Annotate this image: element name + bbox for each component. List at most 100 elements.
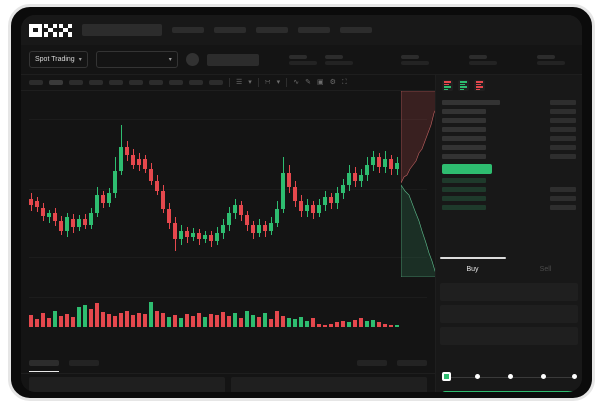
orders-action-1[interactable] xyxy=(397,360,427,366)
candle-body xyxy=(389,159,393,169)
order-amount-field[interactable] xyxy=(440,305,578,323)
price-chart[interactable] xyxy=(21,91,437,353)
slider-step-50[interactable] xyxy=(508,374,513,379)
order-price-field[interactable] xyxy=(440,283,578,301)
volume-bar xyxy=(185,314,189,327)
tab-buy[interactable]: Buy xyxy=(466,265,479,273)
line-tool-icon[interactable]: ∿ xyxy=(293,79,300,86)
order-book-row[interactable] xyxy=(442,185,576,194)
candlestick-icon[interactable]: ☰ xyxy=(236,79,243,86)
tab-order-history[interactable] xyxy=(69,360,99,366)
timeframe-8[interactable] xyxy=(189,80,203,85)
orderbook-both-icon[interactable] xyxy=(442,80,453,91)
candle-body xyxy=(155,181,159,191)
order-total-field[interactable] xyxy=(440,327,578,345)
order-book-row[interactable] xyxy=(442,203,576,212)
order-book-row[interactable] xyxy=(442,143,576,152)
volume-bar xyxy=(305,321,309,327)
trading-mode-selector[interactable]: Spot Trading ▾ xyxy=(29,51,88,68)
timeframe-4[interactable] xyxy=(109,80,123,85)
camera-icon[interactable]: ▣ xyxy=(316,79,324,86)
order-book-row[interactable] xyxy=(442,176,576,185)
slider-step-25[interactable] xyxy=(475,374,480,379)
volume-bar xyxy=(41,313,45,327)
indicator-icon[interactable]: ∺ xyxy=(264,79,271,86)
place-buy-order-button[interactable] xyxy=(442,391,576,392)
candle-body xyxy=(29,199,33,205)
candle-body xyxy=(269,223,273,231)
nav-item-3[interactable] xyxy=(298,27,330,33)
nav-item-1[interactable] xyxy=(214,27,246,33)
candle-body xyxy=(329,197,333,203)
timeframe-2[interactable] xyxy=(69,80,83,85)
volume-bar xyxy=(173,315,177,327)
slider-step-75[interactable] xyxy=(541,374,546,379)
depth-area xyxy=(401,91,437,184)
ticker-stat-label xyxy=(468,54,487,59)
volume-bar xyxy=(203,317,207,327)
candle-body xyxy=(263,225,267,231)
slider-step-100[interactable] xyxy=(572,374,577,379)
volume-bar xyxy=(281,316,285,327)
chevron-down-icon: ▾ xyxy=(78,57,82,63)
orderbook-asks-icon[interactable] xyxy=(474,80,485,91)
tab-sell[interactable]: Sell xyxy=(539,265,552,273)
orderbook-bids-icon[interactable] xyxy=(458,80,469,91)
order-book-amount xyxy=(550,109,576,114)
settings-icon[interactable]: ⚙ xyxy=(329,79,336,86)
nav-item-2[interactable] xyxy=(256,27,288,33)
order-book-row[interactable] xyxy=(442,98,576,107)
search-input[interactable] xyxy=(82,24,162,36)
order-book-amount xyxy=(550,187,576,192)
trading-mode-label: Spot Trading xyxy=(35,56,75,63)
timeframe-1[interactable] xyxy=(49,80,63,85)
volume-bar xyxy=(137,313,141,327)
order-book-row[interactable] xyxy=(442,134,576,143)
timeframe-0[interactable] xyxy=(29,80,43,85)
trading-pair-selector[interactable]: ▾ xyxy=(95,51,178,68)
timeframe-3[interactable] xyxy=(89,80,103,85)
volume-bar xyxy=(107,314,111,327)
candle-body xyxy=(35,201,39,207)
fullscreen-icon[interactable]: ⛶ xyxy=(341,79,347,86)
timeframe-9[interactable] xyxy=(209,80,223,85)
pencil-icon[interactable]: ✎ xyxy=(305,79,311,86)
slider-handle[interactable] xyxy=(442,372,451,381)
timeframe-5[interactable] xyxy=(129,80,143,85)
order-book-row[interactable] xyxy=(442,125,576,134)
order-book-amount xyxy=(550,145,576,150)
nav-item-4[interactable] xyxy=(340,27,372,33)
order-book-row[interactable] xyxy=(442,152,576,161)
timeframe-7[interactable] xyxy=(169,80,183,85)
chevron-down-icon[interactable]: ▾ xyxy=(276,79,281,86)
chevron-down-icon[interactable]: ▾ xyxy=(248,79,252,86)
volume-bar xyxy=(299,317,303,327)
okx-trading-app: Spot Trading ▾ ▾ xyxy=(21,15,582,392)
nav-item-0[interactable] xyxy=(172,27,204,33)
candle-body xyxy=(293,187,297,201)
orders-action-0[interactable] xyxy=(357,360,387,366)
orders-panel-right xyxy=(231,377,427,392)
screen: Spot Trading ▾ ▾ xyxy=(21,15,582,392)
volume-bar xyxy=(347,322,351,327)
order-book-row[interactable] xyxy=(442,116,576,125)
timeframe-6[interactable] xyxy=(149,80,163,85)
order-book-price xyxy=(442,154,486,159)
order-amount-slider[interactable] xyxy=(442,372,577,384)
order-book-amount xyxy=(550,118,576,123)
order-book-bids[interactable] xyxy=(436,174,582,214)
candle-body xyxy=(245,215,249,225)
candle-body xyxy=(191,233,195,237)
order-book-row[interactable] xyxy=(442,107,576,116)
volume-bar xyxy=(377,322,381,327)
okx-logo[interactable] xyxy=(29,23,72,37)
ticker-stat-value xyxy=(536,60,565,65)
volume-bar xyxy=(359,318,363,327)
order-book-asks[interactable] xyxy=(436,96,582,163)
orders-panels xyxy=(21,377,435,392)
order-book-row[interactable] xyxy=(442,194,576,203)
volume-bar xyxy=(353,320,357,327)
tab-open-orders[interactable] xyxy=(29,360,59,372)
order-book-amount xyxy=(550,136,576,141)
candle-body xyxy=(323,197,327,205)
